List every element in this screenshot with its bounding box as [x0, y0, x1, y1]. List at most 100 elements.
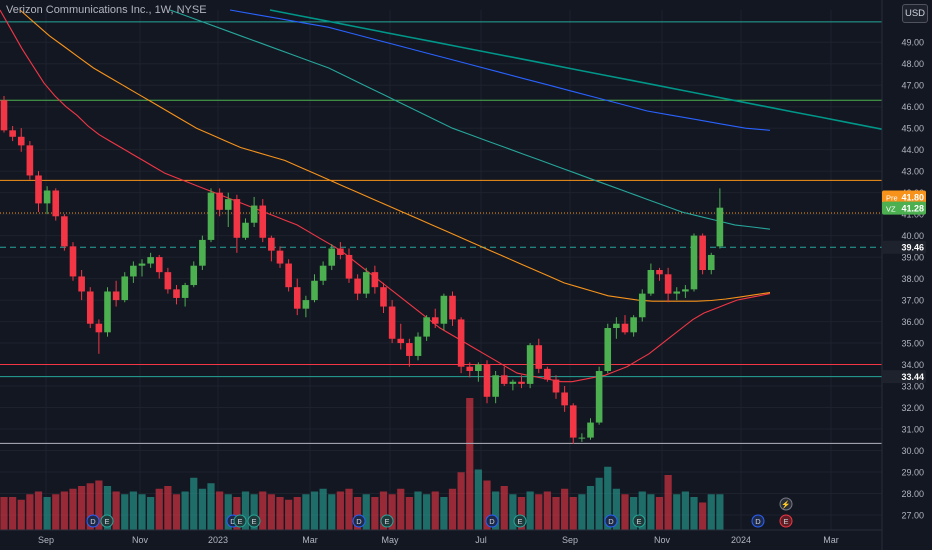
candle-body[interactable]: [121, 276, 129, 301]
candle-body[interactable]: [578, 437, 586, 439]
candle-body[interactable]: [155, 257, 163, 273]
candle-body[interactable]: [414, 336, 422, 356]
candle-body[interactable]: [9, 130, 16, 137]
split-marker[interactable]: [779, 497, 793, 511]
candle-body[interactable]: [0, 100, 8, 131]
candle-body[interactable]: [233, 199, 241, 238]
dividend-marker[interactable]: [352, 514, 366, 528]
candle-body[interactable]: [380, 287, 387, 307]
candle-body[interactable]: [613, 323, 620, 329]
earnings-marker[interactable]: [380, 514, 394, 528]
candle-body[interactable]: [561, 392, 568, 406]
candle-body[interactable]: [716, 207, 724, 247]
candle-body[interactable]: [86, 291, 94, 324]
candle-body[interactable]: [311, 280, 318, 301]
candle-body[interactable]: [535, 345, 543, 369]
candle-body[interactable]: [457, 319, 465, 367]
candle-body[interactable]: [112, 291, 120, 301]
candle-body[interactable]: [43, 190, 51, 204]
candle-body[interactable]: [371, 272, 379, 288]
candle-body[interactable]: [595, 370, 603, 423]
candle-body[interactable]: [224, 199, 232, 210]
candle-body[interactable]: [440, 295, 448, 324]
candle-body[interactable]: [569, 405, 577, 438]
candle-body[interactable]: [61, 216, 68, 247]
candle-body[interactable]: [95, 323, 103, 333]
candle-body[interactable]: [52, 190, 60, 217]
candle-body[interactable]: [319, 265, 327, 281]
candle-body[interactable]: [638, 293, 646, 318]
candle-body[interactable]: [362, 272, 370, 294]
candle-body[interactable]: [276, 250, 284, 264]
candle-body[interactable]: [259, 205, 267, 238]
candle-body[interactable]: [466, 366, 474, 371]
candle-body[interactable]: [647, 270, 655, 294]
candle-body[interactable]: [630, 317, 637, 333]
candle-body[interactable]: [423, 317, 430, 337]
candle-body[interactable]: [199, 239, 206, 266]
candle-body[interactable]: [268, 237, 275, 251]
candle-body[interactable]: [216, 192, 223, 210]
candle-body[interactable]: [544, 368, 551, 380]
dividend-marker[interactable]: [604, 514, 618, 528]
candle-body[interactable]: [509, 381, 517, 384]
candle-body[interactable]: [207, 192, 215, 240]
candle-body[interactable]: [337, 248, 344, 255]
candle-body[interactable]: [492, 375, 499, 397]
earnings-marker[interactable]: [247, 514, 261, 528]
candle-body[interactable]: [621, 323, 629, 333]
candle-body[interactable]: [104, 291, 111, 333]
candle-body[interactable]: [250, 205, 258, 223]
candle-body[interactable]: [604, 328, 612, 371]
dividend-marker[interactable]: [86, 514, 100, 528]
candle-body[interactable]: [130, 265, 137, 277]
earnings-marker[interactable]: [100, 514, 114, 528]
candle-body[interactable]: [707, 254, 715, 270]
candle-body[interactable]: [354, 278, 361, 294]
candle-body[interactable]: [293, 287, 301, 309]
candle-body[interactable]: [406, 343, 413, 356]
candle-body[interactable]: [656, 270, 663, 275]
candle-body[interactable]: [285, 263, 292, 288]
earnings-marker[interactable]: [513, 514, 527, 528]
candle-body[interactable]: [190, 265, 198, 286]
candle-body[interactable]: [397, 338, 405, 344]
candle-body[interactable]: [147, 257, 154, 264]
candle-body[interactable]: [587, 422, 594, 438]
candle-body[interactable]: [699, 235, 706, 270]
candle-body[interactable]: [35, 175, 42, 204]
candle-body[interactable]: [181, 285, 189, 298]
candle-body[interactable]: [26, 145, 34, 176]
price-axis-panel[interactable]: [882, 0, 932, 550]
candle-body[interactable]: [475, 364, 482, 371]
candle-body[interactable]: [138, 263, 146, 266]
earnings-marker[interactable]: [632, 514, 646, 528]
candle-body[interactable]: [69, 246, 77, 277]
candle-body[interactable]: [345, 254, 353, 279]
candle-body[interactable]: [17, 136, 25, 146]
dividend-marker[interactable]: [751, 514, 765, 528]
earnings-marker[interactable]: [233, 514, 247, 528]
candle-body[interactable]: [164, 272, 172, 290]
candle-body[interactable]: [302, 300, 310, 309]
candle-body[interactable]: [518, 381, 525, 384]
candle-body[interactable]: [483, 364, 491, 397]
candle-body[interactable]: [242, 222, 249, 238]
candle-body[interactable]: [388, 306, 396, 339]
candle-body[interactable]: [173, 289, 180, 298]
candle-body[interactable]: [449, 295, 456, 320]
earnings-marker[interactable]: [779, 514, 793, 528]
candle-body[interactable]: [552, 379, 560, 393]
candle-body[interactable]: [526, 345, 534, 384]
currency-button[interactable]: USD: [902, 4, 928, 23]
candle-body[interactable]: [328, 248, 336, 266]
candle-body[interactable]: [682, 289, 689, 292]
candle-body[interactable]: [664, 274, 672, 294]
candle-body[interactable]: [431, 317, 439, 324]
candle-body[interactable]: [500, 375, 508, 384]
candle-body[interactable]: [673, 291, 681, 294]
candle-body[interactable]: [690, 235, 698, 290]
candle-body[interactable]: [78, 276, 85, 292]
dividend-marker[interactable]: [485, 514, 499, 528]
